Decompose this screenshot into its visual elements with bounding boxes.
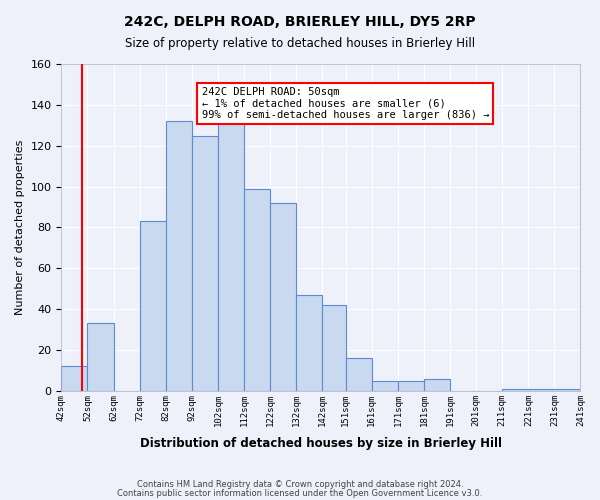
Text: 242C, DELPH ROAD, BRIERLEY HILL, DY5 2RP: 242C, DELPH ROAD, BRIERLEY HILL, DY5 2RP	[124, 15, 476, 29]
Bar	[322, 305, 346, 391]
Text: Contains HM Land Registry data © Crown copyright and database right 2024.: Contains HM Land Registry data © Crown c…	[137, 480, 463, 489]
Bar	[296, 295, 322, 391]
Bar	[346, 358, 372, 391]
Bar	[424, 378, 450, 391]
X-axis label: Distribution of detached houses by size in Brierley Hill: Distribution of detached houses by size …	[140, 437, 502, 450]
Bar	[270, 203, 296, 391]
Text: Contains public sector information licensed under the Open Government Licence v3: Contains public sector information licen…	[118, 488, 482, 498]
Bar	[140, 222, 166, 391]
Bar	[218, 123, 244, 391]
Bar	[166, 121, 192, 391]
Bar	[398, 380, 424, 391]
Bar	[61, 366, 88, 391]
Bar	[244, 188, 270, 391]
Bar	[88, 324, 113, 391]
Bar	[372, 380, 398, 391]
Text: 242C DELPH ROAD: 50sqm
← 1% of detached houses are smaller (6)
99% of semi-detac: 242C DELPH ROAD: 50sqm ← 1% of detached …	[202, 87, 489, 120]
Y-axis label: Number of detached properties: Number of detached properties	[15, 140, 25, 315]
Text: Size of property relative to detached houses in Brierley Hill: Size of property relative to detached ho…	[125, 38, 475, 51]
Bar	[192, 136, 218, 391]
Bar	[502, 389, 580, 391]
